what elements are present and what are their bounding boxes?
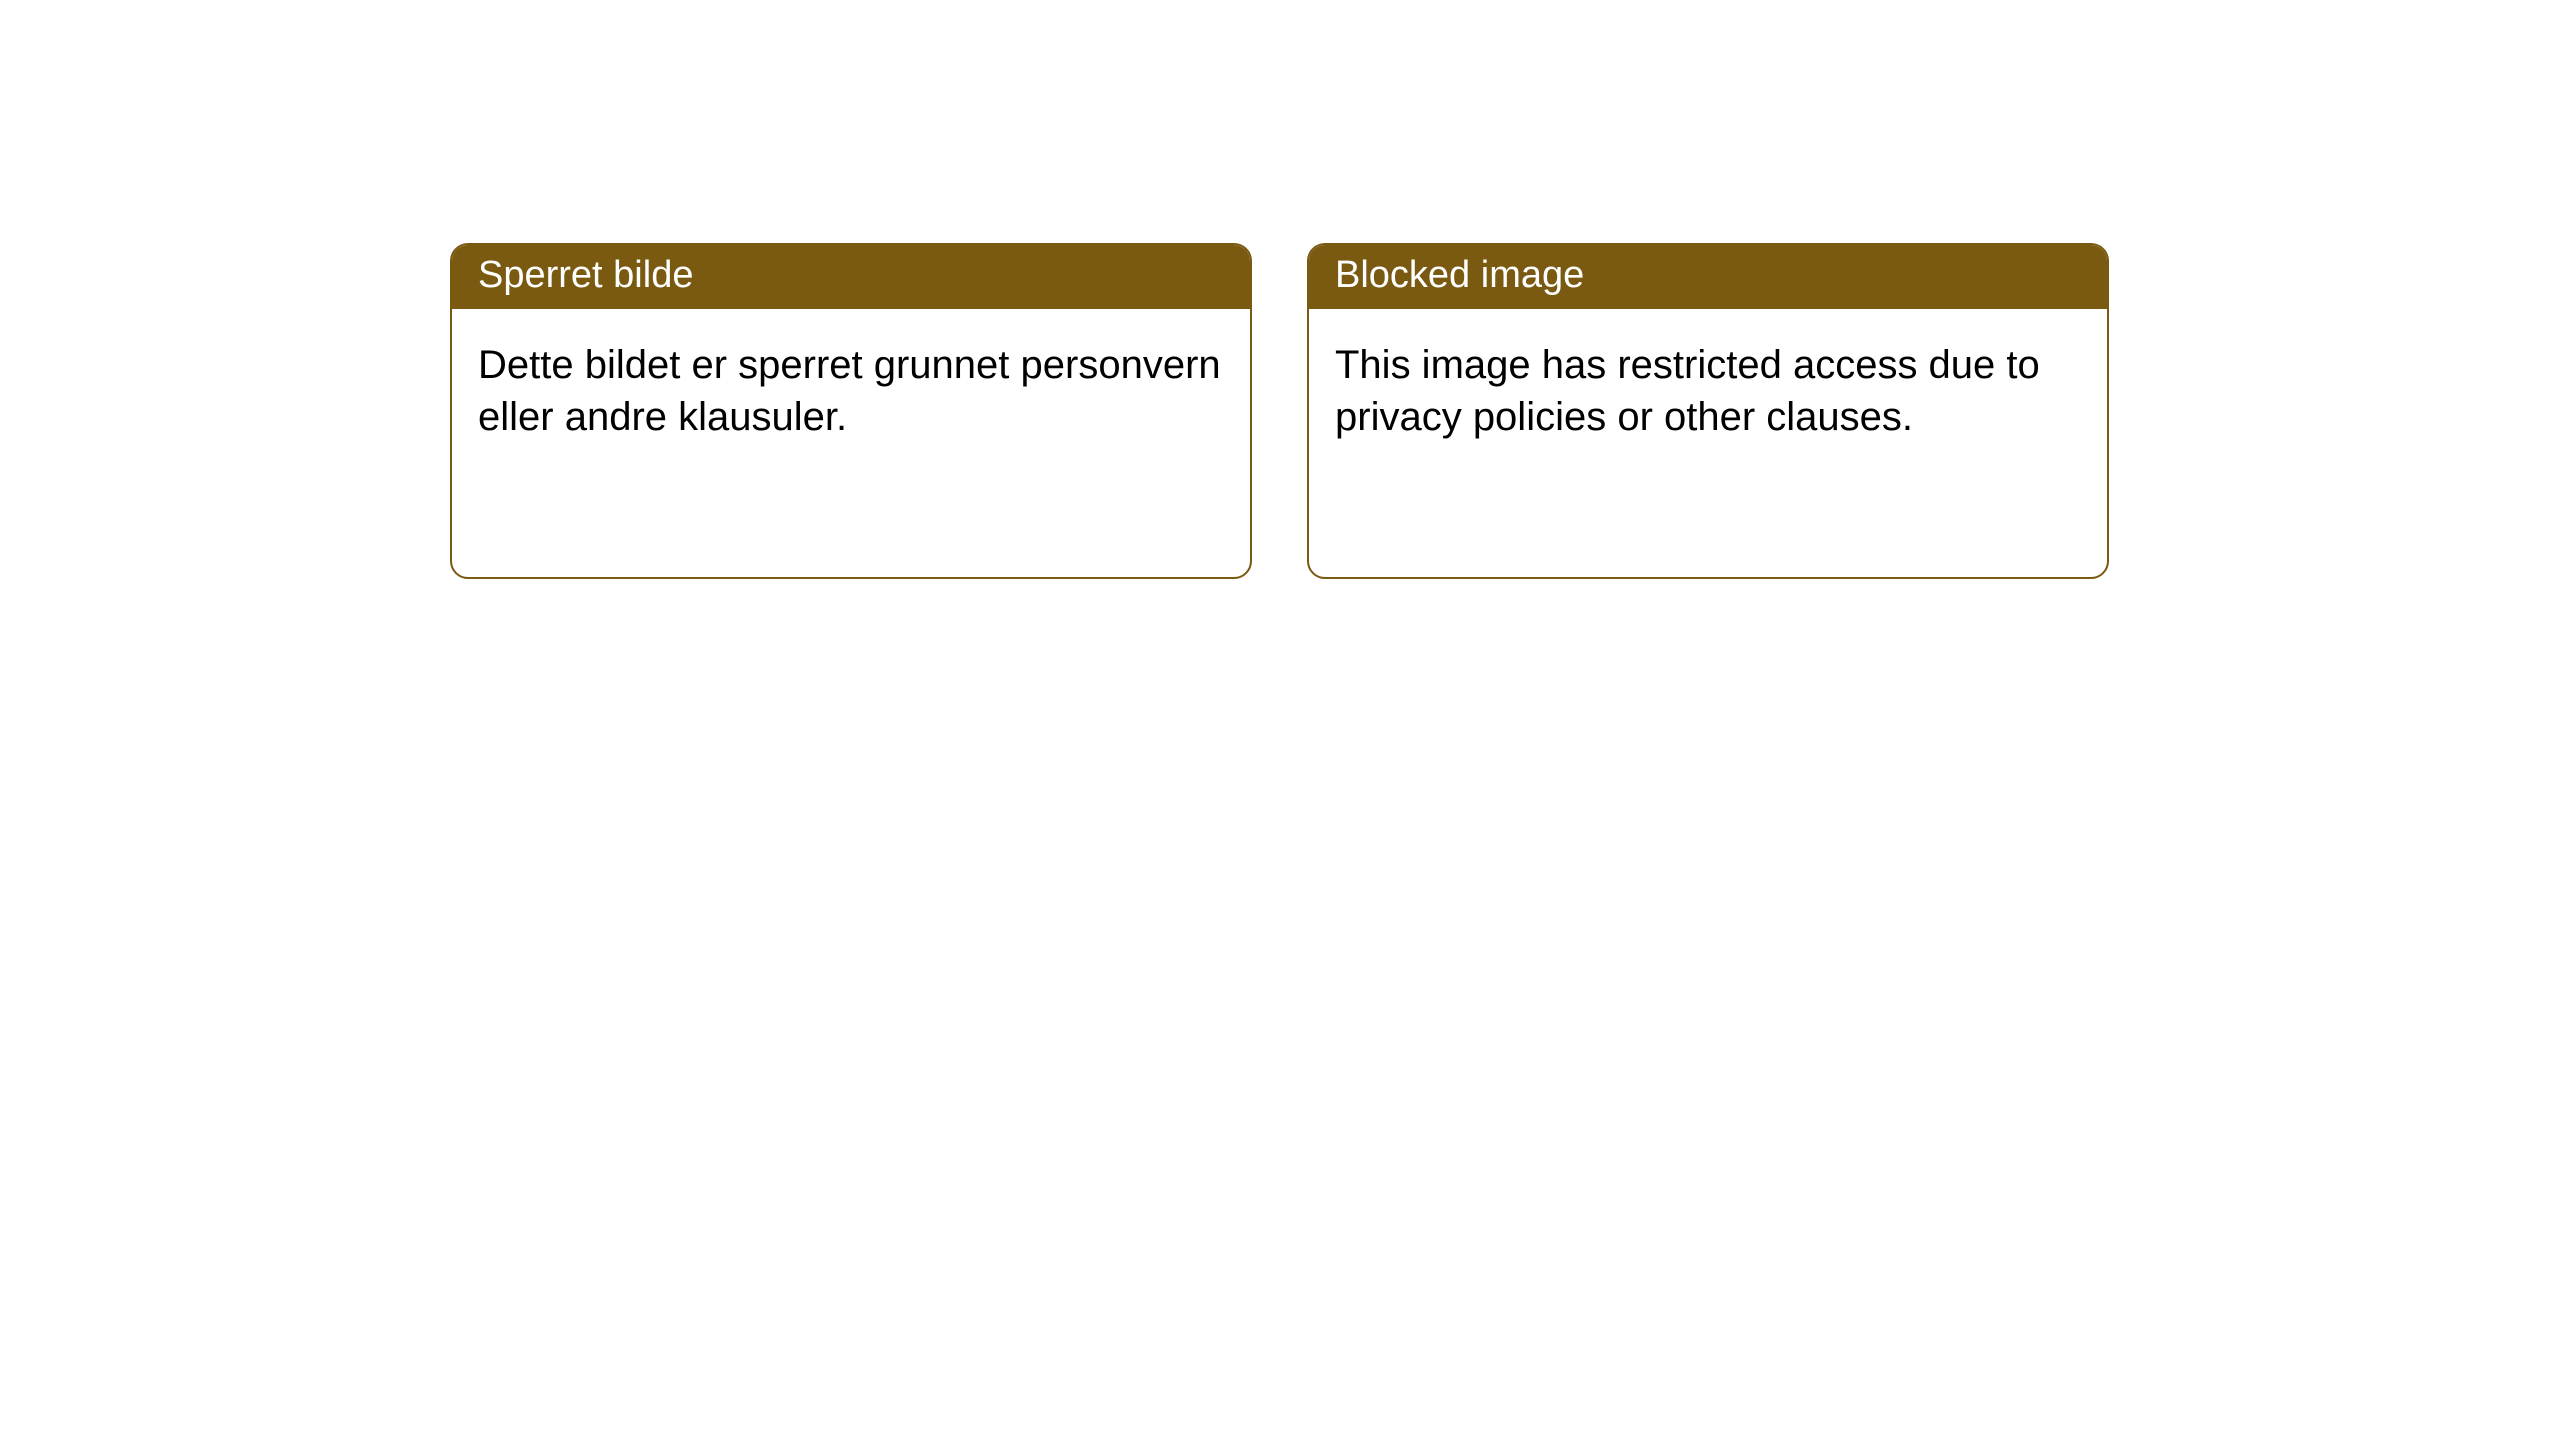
notice-body: This image has restricted access due to … xyxy=(1309,309,2107,473)
notice-card-english: Blocked image This image has restricted … xyxy=(1307,243,2109,579)
notice-container: Sperret bilde Dette bildet er sperret gr… xyxy=(450,243,2109,579)
notice-body: Dette bildet er sperret grunnet personve… xyxy=(452,309,1250,473)
notice-header: Sperret bilde xyxy=(452,245,1250,309)
notice-header: Blocked image xyxy=(1309,245,2107,309)
notice-card-norwegian: Sperret bilde Dette bildet er sperret gr… xyxy=(450,243,1252,579)
